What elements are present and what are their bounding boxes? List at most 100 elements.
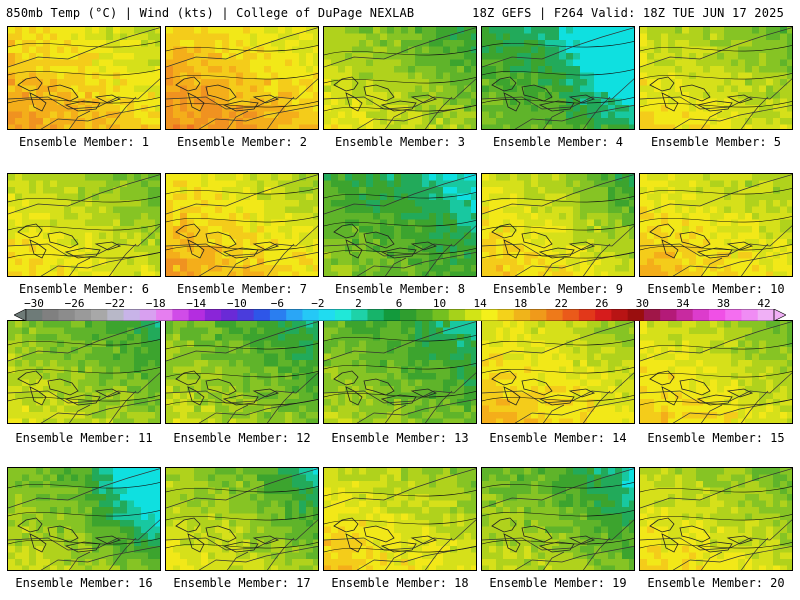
- colorbar-swatch: [416, 309, 434, 321]
- lake-outline: [205, 84, 237, 102]
- colorbar-swatch: [692, 309, 710, 321]
- contour-line: [482, 224, 634, 231]
- border-line: [672, 252, 792, 276]
- border-line: [166, 27, 318, 68]
- temperature-map: [166, 468, 318, 570]
- border-line: [482, 27, 634, 68]
- contour-line: [324, 546, 476, 553]
- lake-outline: [726, 388, 754, 398]
- border-line: [226, 551, 249, 570]
- lake-outline: [17, 223, 43, 239]
- border-line: [482, 225, 634, 257]
- ensemble-panel: [323, 320, 477, 424]
- colorbar-swatch: [546, 309, 564, 321]
- border-line: [384, 110, 407, 129]
- border-line: [40, 546, 160, 570]
- contour-line: [324, 518, 476, 525]
- border-line: [198, 399, 318, 423]
- lake-outline: [491, 517, 517, 533]
- colorbar-swatch: [107, 309, 125, 321]
- border-line: [40, 252, 160, 276]
- colorbar-swatch: [221, 309, 238, 321]
- contour-line: [8, 482, 160, 489]
- contour-line: [640, 216, 792, 223]
- colorbar-swatch: [302, 309, 320, 321]
- lake-outline: [333, 517, 359, 533]
- border-line: [542, 404, 565, 423]
- lake-outline: [222, 394, 259, 406]
- lake-outline: [252, 94, 280, 104]
- contour-line: [8, 97, 160, 104]
- lake-outline: [345, 533, 363, 553]
- border-line: [700, 257, 723, 276]
- contour-line: [166, 101, 318, 108]
- border-line: [324, 468, 476, 509]
- lake-outline: [410, 388, 438, 398]
- temperature-map: [482, 468, 634, 570]
- border-line: [356, 105, 476, 129]
- border-line: [324, 519, 476, 551]
- border-line: [700, 404, 723, 423]
- contour-line: [640, 343, 792, 350]
- ensemble-panel: [323, 26, 477, 130]
- border-line: [740, 96, 769, 129]
- colorbar-swatch: [400, 309, 417, 321]
- border-line: [198, 546, 318, 570]
- ensemble-panel: [165, 467, 319, 571]
- lake-outline: [252, 241, 280, 251]
- ensemble-panel: [481, 26, 635, 130]
- lake-outline: [649, 223, 675, 239]
- colorbar-swatch: [578, 309, 596, 321]
- colorbar-swatch: [58, 309, 76, 321]
- contour-line: [166, 399, 318, 406]
- colorbar-swatch: [741, 309, 759, 321]
- ensemble-member-label: Ensemble Member: 6: [18, 282, 150, 296]
- lake-outline: [521, 525, 553, 543]
- colorbar-swatch: [74, 309, 92, 321]
- ensemble-member-label: Ensemble Member: 12: [173, 431, 311, 445]
- lake-outline: [696, 100, 733, 112]
- contour-line: [640, 188, 792, 195]
- contour-line: [482, 367, 634, 374]
- contour-line: [640, 514, 792, 521]
- contour-line: [8, 510, 160, 517]
- border-line: [640, 468, 792, 509]
- contour-line: [166, 486, 318, 493]
- lake-outline: [47, 525, 79, 543]
- border-line: [482, 174, 634, 215]
- lake-outline: [363, 84, 395, 102]
- lake-outline: [661, 92, 679, 112]
- ensemble-member-label: Ensemble Member: 17: [173, 576, 311, 590]
- contour-line: [482, 538, 634, 545]
- border-line: [424, 537, 453, 570]
- ensemble-panel: [639, 320, 793, 424]
- lake-outline: [47, 84, 79, 102]
- colorbar-tick-label: 18: [514, 297, 528, 310]
- temperature-map: [8, 468, 160, 570]
- contour-line: [640, 399, 792, 406]
- colorbar-swatch: [26, 309, 43, 321]
- lake-outline: [175, 76, 201, 92]
- temperature-map: [8, 27, 160, 129]
- lake-outline: [29, 92, 47, 112]
- colorbar-swatch: [497, 309, 515, 321]
- border-line: [8, 78, 160, 110]
- lake-outline: [363, 378, 395, 396]
- border-line: [482, 321, 634, 362]
- colorbar-swatch: [611, 309, 629, 321]
- border-line: [324, 372, 476, 404]
- lake-outline: [661, 533, 679, 553]
- lake-outline: [252, 535, 280, 545]
- border-line: [8, 519, 160, 551]
- temperature-map: [166, 27, 318, 129]
- border-line: [166, 372, 318, 404]
- colorbar-swatch: [139, 309, 157, 321]
- lake-outline: [345, 92, 363, 112]
- contour-line: [8, 395, 160, 402]
- border-line: [324, 174, 476, 215]
- lake-outline: [538, 394, 575, 406]
- border-line: [672, 105, 792, 129]
- border-line: [108, 390, 137, 423]
- ensemble-member-label: Ensemble Member: 20: [647, 576, 785, 590]
- lake-outline: [521, 378, 553, 396]
